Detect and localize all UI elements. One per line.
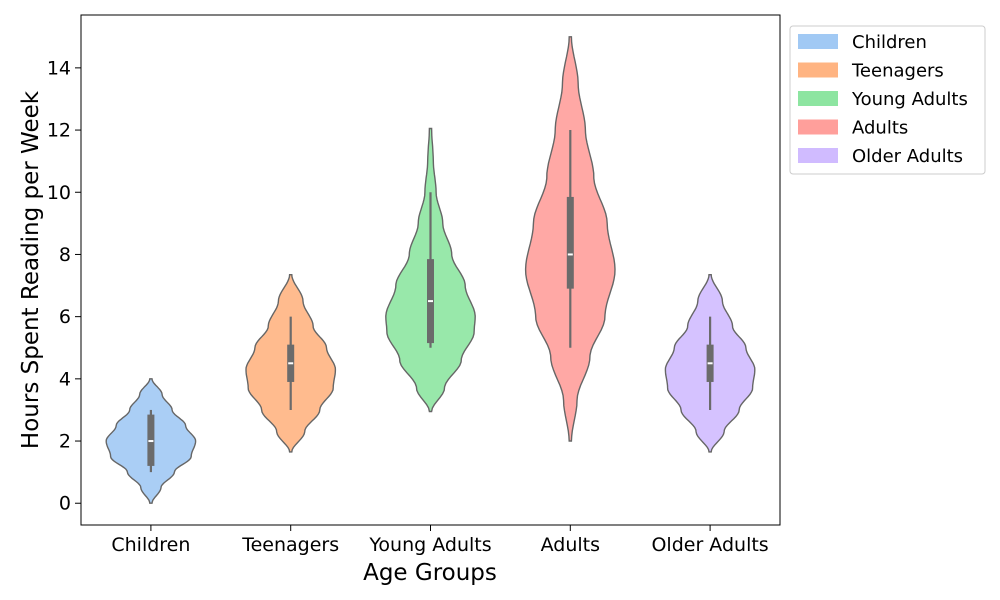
x-tick-label: Children (111, 534, 190, 556)
legend-swatch (798, 62, 838, 78)
violin-layer (105, 36, 756, 504)
y-tick-label: 8 (59, 244, 71, 266)
x-axis-label: Age Groups (363, 560, 497, 586)
y-tick-label: 14 (47, 57, 71, 79)
violin-iqr-box (566, 196, 574, 289)
y-tick-label: 4 (59, 368, 71, 390)
y-tick-label: 10 (47, 182, 71, 204)
legend-swatch (798, 34, 838, 49)
y-axis-label: Hours Spent Reading per Week (18, 90, 44, 449)
legend-swatch (798, 148, 838, 163)
y-tick-label: 6 (59, 306, 71, 328)
legend-label: Teenagers (851, 61, 944, 82)
y-tick-label: 0 (59, 493, 71, 515)
legend-label: Older Adults (852, 146, 963, 167)
x-tick-label: Young Adults (368, 534, 491, 556)
legend-swatch (798, 91, 838, 106)
y-axis: 0 2 4 6 8 10 12 14 (47, 57, 81, 515)
y-tick-label: 2 (59, 431, 71, 453)
legend-label: Adults (852, 118, 908, 139)
legend-label: Children (852, 32, 927, 53)
x-axis: Children Teenagers Young Adults Adults Older… (111, 525, 769, 556)
legend-swatch (798, 119, 838, 135)
x-tick-label: Teenagers (241, 534, 339, 556)
legend-label: Young Adults (851, 89, 968, 110)
y-tick-label: 12 (47, 120, 71, 142)
legend-frame (789, 25, 986, 175)
legend: Children Teenagers Young Adults Adults Older… (789, 25, 986, 175)
x-tick-label: Adults (541, 534, 600, 556)
x-tick-label: Older Adults (651, 534, 768, 556)
